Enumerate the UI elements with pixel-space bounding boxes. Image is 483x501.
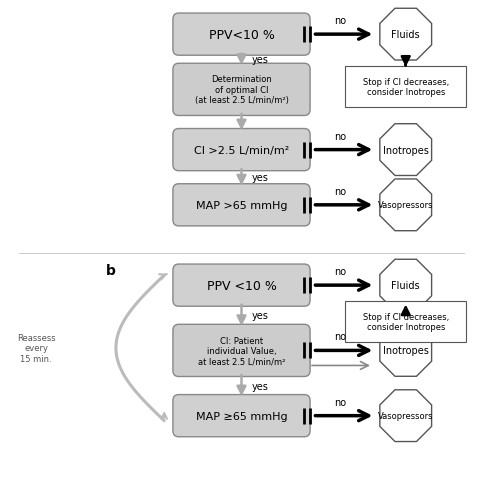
FancyBboxPatch shape bbox=[345, 301, 466, 342]
Text: CI: Patient
individual Value,
at least 2.5 L/min/m²: CI: Patient individual Value, at least 2… bbox=[198, 336, 285, 366]
Text: yes: yes bbox=[252, 311, 269, 321]
FancyBboxPatch shape bbox=[173, 184, 310, 226]
Text: yes: yes bbox=[252, 173, 269, 183]
Polygon shape bbox=[380, 124, 432, 176]
Text: Vasopressors: Vasopressors bbox=[378, 411, 433, 420]
Text: Inotropes: Inotropes bbox=[383, 346, 428, 356]
Polygon shape bbox=[380, 325, 432, 377]
Text: no: no bbox=[334, 397, 346, 407]
FancyBboxPatch shape bbox=[345, 67, 466, 108]
Text: no: no bbox=[334, 131, 346, 141]
Text: b: b bbox=[106, 263, 116, 277]
Polygon shape bbox=[380, 9, 432, 61]
Text: Fluids: Fluids bbox=[391, 281, 420, 291]
FancyBboxPatch shape bbox=[173, 64, 310, 116]
Text: Reassess
every
15 min.: Reassess every 15 min. bbox=[17, 333, 56, 363]
FancyBboxPatch shape bbox=[173, 395, 310, 437]
Polygon shape bbox=[380, 179, 432, 231]
Polygon shape bbox=[380, 260, 432, 312]
Text: PPV<10 %: PPV<10 % bbox=[209, 29, 274, 42]
Text: yes: yes bbox=[252, 381, 269, 391]
Text: no: no bbox=[334, 267, 346, 277]
Text: CI >2.5 L/min/m²: CI >2.5 L/min/m² bbox=[194, 145, 289, 155]
Text: Determination
of optimal CI
(at least 2.5 L/min/m²): Determination of optimal CI (at least 2.… bbox=[195, 75, 288, 105]
FancyBboxPatch shape bbox=[173, 265, 310, 307]
FancyBboxPatch shape bbox=[173, 325, 310, 377]
FancyBboxPatch shape bbox=[173, 129, 310, 171]
Text: Stop if CI decreases,
consider Inotropes: Stop if CI decreases, consider Inotropes bbox=[363, 312, 449, 331]
Text: yes: yes bbox=[252, 55, 269, 65]
Polygon shape bbox=[380, 390, 432, 442]
Text: Vasopressors: Vasopressors bbox=[378, 201, 433, 210]
Text: PPV <10 %: PPV <10 % bbox=[207, 279, 276, 292]
Text: a: a bbox=[251, 13, 261, 27]
Text: MAP >65 mmHg: MAP >65 mmHg bbox=[196, 200, 287, 210]
FancyBboxPatch shape bbox=[173, 14, 310, 56]
Text: no: no bbox=[334, 186, 346, 196]
Text: no: no bbox=[334, 16, 346, 26]
Text: Inotropes: Inotropes bbox=[383, 145, 428, 155]
Text: Stop if CI decreases,
consider Inotropes: Stop if CI decreases, consider Inotropes bbox=[363, 78, 449, 97]
Text: no: no bbox=[334, 332, 346, 342]
Text: MAP ≥65 mmHg: MAP ≥65 mmHg bbox=[196, 411, 287, 421]
Text: Fluids: Fluids bbox=[391, 30, 420, 40]
